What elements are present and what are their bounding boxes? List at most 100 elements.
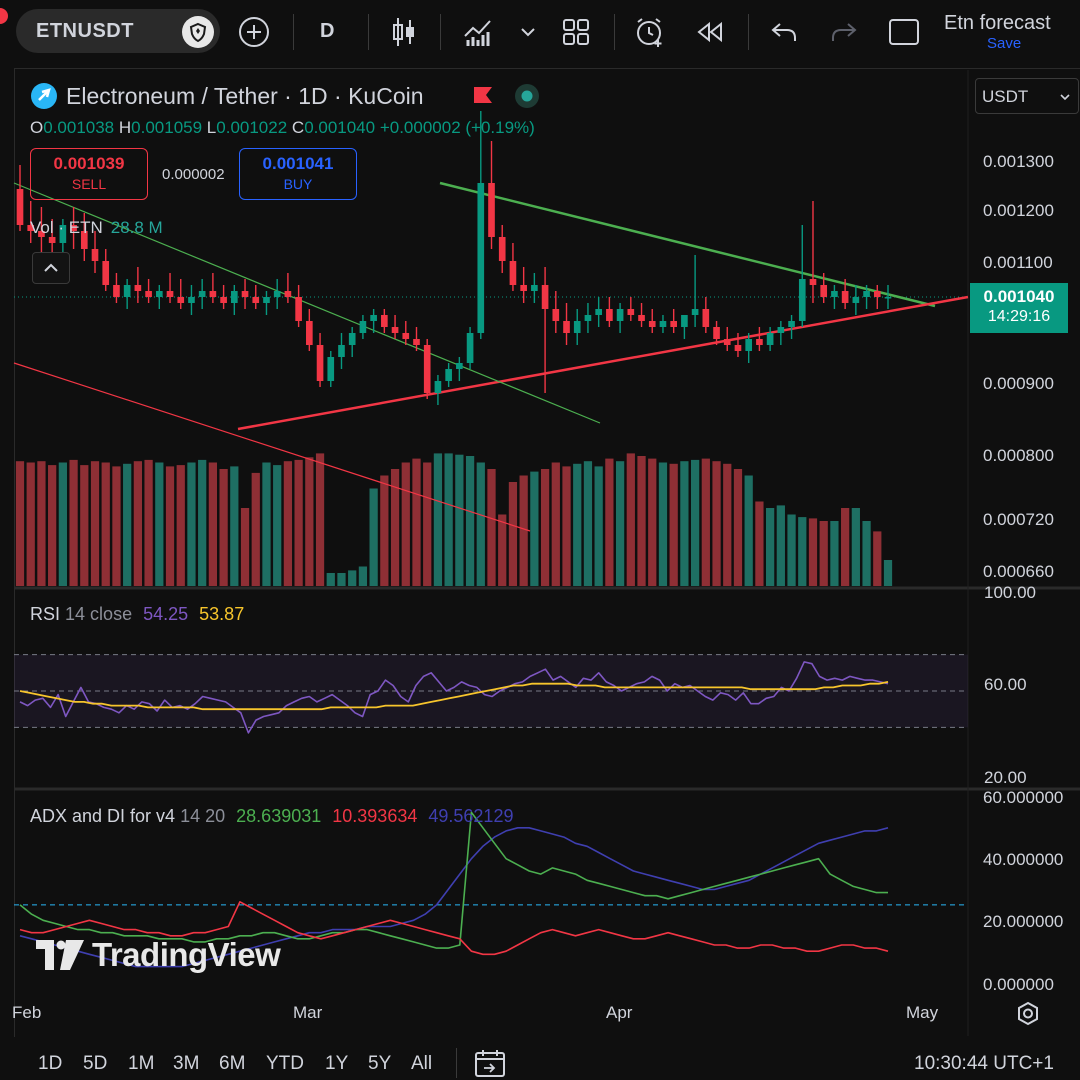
volume-bar: [198, 459, 207, 586]
utc-clock[interactable]: 10:30:44 UTC+1: [914, 1053, 1054, 1074]
go-to-date-icon[interactable]: [474, 1048, 506, 1078]
volume-bar: [423, 462, 432, 586]
candle-body: [595, 309, 602, 315]
range-ytd-button[interactable]: YTD: [266, 1053, 304, 1074]
buy-label: BUY: [283, 176, 313, 192]
candle-body: [91, 249, 99, 261]
candle-body: [573, 321, 581, 333]
candle-body: [263, 297, 270, 303]
save-button[interactable]: Save: [987, 35, 1022, 52]
volume-bar: [283, 461, 293, 586]
volume-bar: [755, 501, 764, 586]
candle-body: [59, 225, 67, 243]
settings-gear-icon[interactable]: [1014, 1000, 1042, 1028]
market-status-icon[interactable]: [514, 83, 540, 109]
volume-bar: [851, 508, 860, 586]
volume-bar: [262, 462, 271, 586]
volume-bar: [883, 560, 893, 586]
watchlist-shield-icon[interactable]: [180, 14, 216, 50]
sell-button[interactable]: 0.001039 SELL: [30, 148, 148, 200]
layout-grid-icon[interactable]: [558, 14, 594, 50]
candles-chart-type-icon[interactable]: [386, 14, 422, 50]
candle-body: [788, 321, 795, 327]
volume-bar: [133, 461, 142, 586]
range-1y-button[interactable]: 1Y: [325, 1053, 349, 1074]
candle-body: [873, 291, 881, 297]
range-3m-button[interactable]: 3M: [173, 1053, 200, 1074]
candle-body: [230, 291, 238, 303]
rsi-legend: RSI 14 close 54.25 53.87: [30, 604, 245, 624]
candle-body: [531, 285, 538, 291]
flag-icon[interactable]: [472, 85, 494, 105]
candle-body: [681, 315, 688, 327]
currency-select[interactable]: USDT: [975, 78, 1079, 114]
candle-body: [295, 297, 302, 321]
chart-canvas[interactable]: [0, 0, 1080, 1040]
collapse-legend-button[interactable]: [32, 252, 70, 284]
range-5d-button[interactable]: 5D: [83, 1053, 108, 1074]
toolbar-divider: [440, 14, 441, 50]
volume-bar: [787, 514, 796, 586]
volume-bar: [390, 469, 400, 586]
tradingview-logo[interactable]: TradingView: [36, 936, 281, 974]
range-all-button[interactable]: All: [411, 1053, 433, 1074]
volume-bar: [605, 458, 614, 586]
replay-icon[interactable]: [692, 14, 728, 50]
range-6m-button[interactable]: 6M: [219, 1053, 246, 1074]
price-axis-label: 0.000720: [983, 510, 1054, 529]
volume-bar: [26, 462, 35, 586]
candle-body: [563, 321, 570, 333]
redo-icon[interactable]: [826, 14, 862, 50]
volume-bar: [305, 457, 314, 586]
volume-bar: [165, 466, 175, 586]
candle-body: [123, 285, 131, 297]
volume-bar: [455, 454, 464, 586]
alert-clock-icon[interactable]: [632, 14, 668, 50]
add-symbol-icon[interactable]: [236, 14, 272, 50]
rsi-axis-label: 60.00: [984, 675, 1027, 694]
buy-button[interactable]: 0.001041 BUY: [239, 148, 357, 200]
volume-bar: [733, 469, 743, 586]
rsi-axis-label: 100.00: [984, 583, 1036, 602]
tradingview-logo-icon: [36, 940, 84, 970]
rsi-ma-line: [19, 681, 889, 711]
indicators-icon[interactable]: [460, 14, 496, 50]
candle-body: [327, 357, 335, 381]
adx-line: [19, 826, 889, 968]
candle-body: [766, 333, 774, 345]
candle-body: [252, 297, 260, 303]
candle-body: [659, 321, 667, 327]
volume-bar: [230, 466, 239, 586]
price-change: +0.000002 (+0.19%): [379, 118, 535, 137]
volume-bar: [444, 453, 453, 586]
adx-axis-label: 40.000000: [983, 850, 1064, 869]
range-5y-button[interactable]: 5Y: [368, 1053, 392, 1074]
candle-body: [713, 327, 720, 339]
volume-bar: [69, 459, 78, 586]
candle-body: [134, 285, 142, 291]
range-1d-button[interactable]: 1D: [38, 1053, 63, 1074]
layout-name[interactable]: Etn forecast: [944, 12, 1051, 34]
candle-body: [734, 345, 742, 351]
candle-body: [198, 291, 206, 297]
chevron-down-icon[interactable]: [510, 14, 546, 50]
undo-icon[interactable]: [766, 14, 802, 50]
candle-body: [648, 321, 656, 327]
volume-bar: [551, 462, 560, 586]
fullscreen-icon[interactable]: [886, 14, 922, 50]
volume-bar: [112, 466, 121, 586]
price-axis-label: 0.000800: [983, 446, 1054, 465]
volume-bar: [240, 508, 250, 586]
volume-bar: [37, 461, 46, 586]
volume-bar: [819, 521, 828, 586]
time-axis-label: Apr: [606, 1003, 633, 1022]
volume-bar: [573, 463, 582, 586]
candle-body: [723, 339, 731, 345]
range-1m-button[interactable]: 1M: [128, 1053, 155, 1074]
volume-bar: [690, 459, 700, 586]
chevron-down-icon: [1060, 94, 1070, 101]
volume-bar: [637, 456, 646, 586]
volume-bar: [348, 570, 357, 586]
candle-body: [884, 297, 892, 299]
interval-button[interactable]: D: [320, 20, 335, 42]
